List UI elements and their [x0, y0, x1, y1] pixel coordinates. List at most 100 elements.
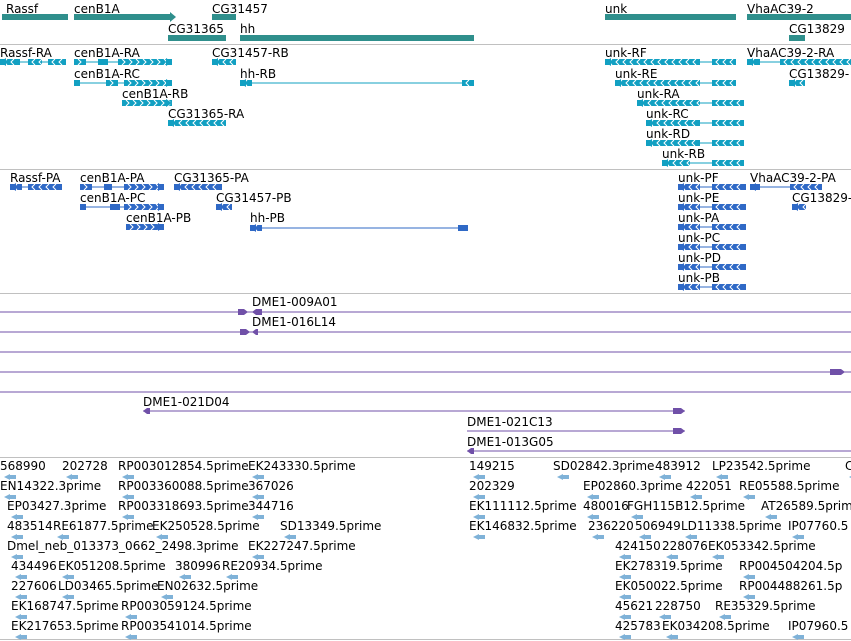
transcript-strand-chevron[interactable] — [692, 58, 697, 66]
est-glyph[interactable] — [625, 615, 631, 619]
protein-strand-chevron[interactable] — [688, 223, 693, 231]
protein-strand-chevron[interactable] — [722, 203, 727, 211]
protein-strand-chevron[interactable] — [715, 243, 720, 251]
transcript-strand-chevron[interactable] — [839, 58, 844, 66]
protein-strand-chevron[interactable] — [793, 183, 798, 191]
transcript-strand-chevron[interactable] — [736, 139, 741, 147]
est-glyph[interactable] — [128, 475, 134, 479]
est-glyph[interactable] — [128, 495, 134, 499]
transcript-strand-chevron[interactable] — [684, 119, 689, 127]
est-glyph[interactable] — [125, 614, 131, 620]
est-glyph[interactable] — [798, 635, 804, 639]
transcript-strand-chevron[interactable] — [10, 58, 15, 66]
protein-strand-chevron[interactable] — [141, 183, 146, 191]
est-glyph[interactable] — [122, 494, 128, 500]
est-glyph[interactable] — [68, 595, 74, 599]
est-glyph[interactable] — [21, 635, 27, 639]
est-glyph[interactable] — [258, 475, 264, 479]
est-glyph[interactable] — [252, 514, 258, 520]
transcript-exon[interactable] — [98, 59, 108, 65]
est-glyph[interactable] — [252, 474, 258, 480]
clone-end-marker[interactable] — [238, 309, 248, 315]
est-glyph[interactable] — [771, 515, 777, 519]
transcript-strand-chevron[interactable] — [825, 58, 830, 66]
transcript-strand-chevron[interactable] — [51, 58, 56, 66]
protein-exon[interactable] — [790, 184, 822, 190]
transcript-strand-chevron[interactable] — [664, 58, 669, 66]
transcript-strand-chevron[interactable] — [797, 58, 802, 66]
protein-strand-chevron[interactable] — [695, 243, 700, 251]
est-glyph[interactable] — [659, 614, 665, 620]
protein-strand-chevron[interactable] — [83, 183, 88, 191]
protein-strand-chevron[interactable] — [736, 203, 741, 211]
est-glyph[interactable] — [691, 535, 697, 539]
est-glyph[interactable] — [62, 594, 68, 600]
protein-strand-chevron[interactable] — [736, 283, 741, 291]
protein-strand-chevron[interactable] — [715, 203, 720, 211]
est-glyph[interactable] — [131, 615, 137, 619]
transcript-strand-arrow[interactable] — [166, 58, 172, 66]
protein-strand-arrow[interactable] — [158, 183, 164, 191]
protein-strand-chevron[interactable] — [45, 183, 50, 191]
est-glyph[interactable] — [625, 635, 631, 639]
est-glyph[interactable] — [631, 514, 637, 520]
transcript-strand-chevron[interactable] — [222, 58, 227, 66]
protein-strand-chevron[interactable] — [695, 203, 700, 211]
protein-strand-chevron[interactable] — [688, 183, 693, 191]
protein-strand-arrow[interactable] — [10, 183, 16, 191]
protein-strand-chevron[interactable] — [695, 183, 700, 191]
transcript-strand-chevron[interactable] — [160, 99, 165, 107]
transcript-strand-chevron[interactable] — [657, 58, 662, 66]
transcript-strand-chevron[interactable] — [677, 139, 682, 147]
transcript-exon[interactable] — [74, 59, 86, 65]
protein-exon[interactable] — [712, 264, 746, 270]
transcript-strand-chevron[interactable] — [811, 58, 816, 66]
protein-strand-chevron[interactable] — [729, 263, 734, 271]
est-glyph[interactable] — [226, 574, 232, 580]
est-glyph[interactable] — [185, 575, 191, 579]
est-glyph[interactable] — [619, 614, 625, 620]
protein-strand-chevron[interactable] — [695, 283, 700, 291]
protein-strand-chevron[interactable] — [729, 203, 734, 211]
est-glyph[interactable] — [167, 595, 173, 599]
est-glyph[interactable] — [479, 475, 485, 479]
transcript-strand-chevron[interactable] — [127, 79, 132, 87]
transcript-strand-chevron[interactable] — [38, 58, 43, 66]
transcript-strand-chevron[interactable] — [729, 58, 734, 66]
protein-strand-arrow[interactable] — [678, 203, 684, 211]
est-glyph[interactable] — [563, 475, 569, 479]
transcript-strand-arrow[interactable] — [168, 119, 174, 127]
protein-strand-arrow[interactable] — [678, 283, 684, 291]
est-glyph[interactable] — [696, 495, 702, 499]
est-glyph[interactable] — [11, 554, 17, 560]
est-glyph[interactable] — [284, 534, 290, 540]
transcript-strand-chevron[interactable] — [722, 119, 727, 127]
transcript-strand-chevron[interactable] — [667, 79, 672, 87]
transcript-strand-chevron[interactable] — [846, 58, 851, 66]
transcript-strand-chevron[interactable] — [156, 58, 161, 66]
transcript-strand-chevron[interactable] — [639, 79, 644, 87]
protein-exon[interactable] — [712, 244, 746, 250]
transcript-strand-chevron[interactable] — [729, 79, 734, 87]
protein-strand-chevron[interactable] — [38, 183, 43, 191]
est-glyph[interactable] — [162, 535, 168, 539]
transcript-strand-chevron[interactable] — [134, 79, 139, 87]
protein-strand-arrow[interactable] — [158, 223, 164, 231]
transcript-strand-chevron[interactable] — [192, 119, 197, 127]
est-glyph[interactable] — [619, 574, 625, 580]
est-glyph[interactable] — [743, 494, 749, 500]
est-glyph[interactable] — [131, 635, 137, 639]
transcript-strand-chevron[interactable] — [622, 58, 627, 66]
est-glyph[interactable] — [665, 475, 671, 479]
protein-strand-chevron[interactable] — [31, 183, 36, 191]
transcript-strand-chevron[interactable] — [135, 58, 140, 66]
transcript-strand-chevron[interactable] — [668, 99, 673, 107]
protein-strand-arrow[interactable] — [750, 183, 756, 191]
transcript-strand-chevron[interactable] — [677, 119, 682, 127]
transcript-strand-chevron[interactable] — [149, 58, 154, 66]
transcript-strand-chevron[interactable] — [142, 58, 147, 66]
transcript-strand-arrow[interactable] — [166, 79, 172, 87]
est-glyph[interactable] — [11, 514, 17, 520]
transcript-exon[interactable] — [118, 59, 172, 65]
transcript-strand-chevron[interactable] — [647, 99, 652, 107]
